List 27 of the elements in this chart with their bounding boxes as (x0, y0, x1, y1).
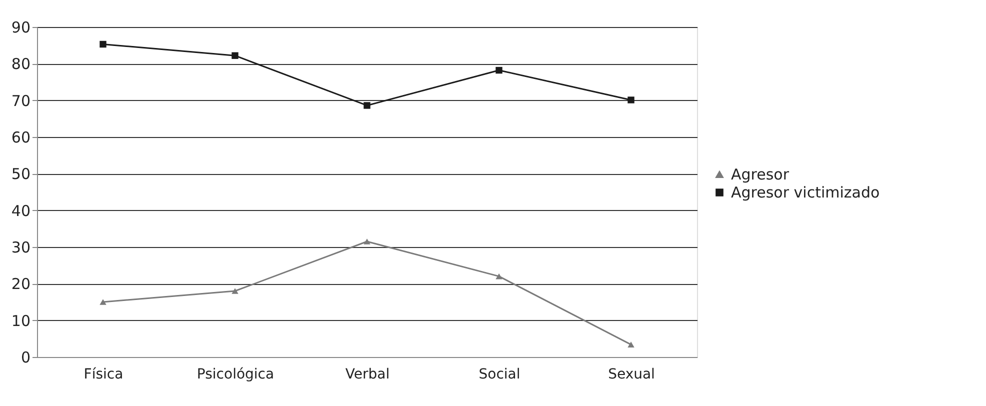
x-tick-label: Sexual (608, 366, 655, 382)
y-tick-label: 20 (11, 275, 30, 294)
y-tick-label: 40 (11, 202, 30, 220)
point (232, 288, 238, 294)
y-tick-label: 50 (11, 165, 30, 184)
point (100, 299, 106, 305)
y-tick-label: 90 (11, 18, 30, 36)
y-tick-label: 10 (11, 312, 30, 330)
y-tick-label: 0 (20, 348, 30, 366)
legend-label: Agresor victimizado (731, 184, 880, 202)
x-tick-label: Social (478, 366, 520, 382)
point (496, 66, 502, 74)
y-tick-label: 30 (11, 238, 30, 256)
point (364, 238, 370, 244)
point (100, 40, 106, 48)
x-tick-label: Física (84, 366, 124, 382)
point (628, 342, 634, 348)
y-tick-label: 70 (11, 92, 30, 110)
x-tick-label: Verbal (345, 366, 390, 382)
point (628, 96, 634, 104)
y-tick-label: 60 (11, 128, 30, 146)
x-tick-label: Psicológica (196, 366, 274, 382)
legend-label: Agresor (731, 166, 790, 184)
point (232, 52, 238, 59)
point (496, 273, 502, 280)
y-tick-label: 80 (11, 55, 30, 74)
point (364, 102, 370, 109)
